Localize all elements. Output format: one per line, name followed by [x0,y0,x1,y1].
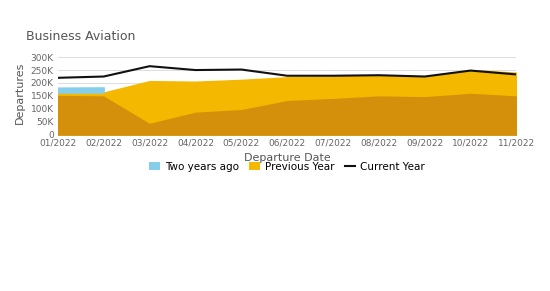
Text: Business Aviation: Business Aviation [26,30,135,42]
Y-axis label: Departures: Departures [15,61,25,124]
Legend: Two years ago, Previous Year, Current Year: Two years ago, Previous Year, Current Ye… [145,157,430,176]
X-axis label: Departure Date: Departure Date [244,153,331,164]
